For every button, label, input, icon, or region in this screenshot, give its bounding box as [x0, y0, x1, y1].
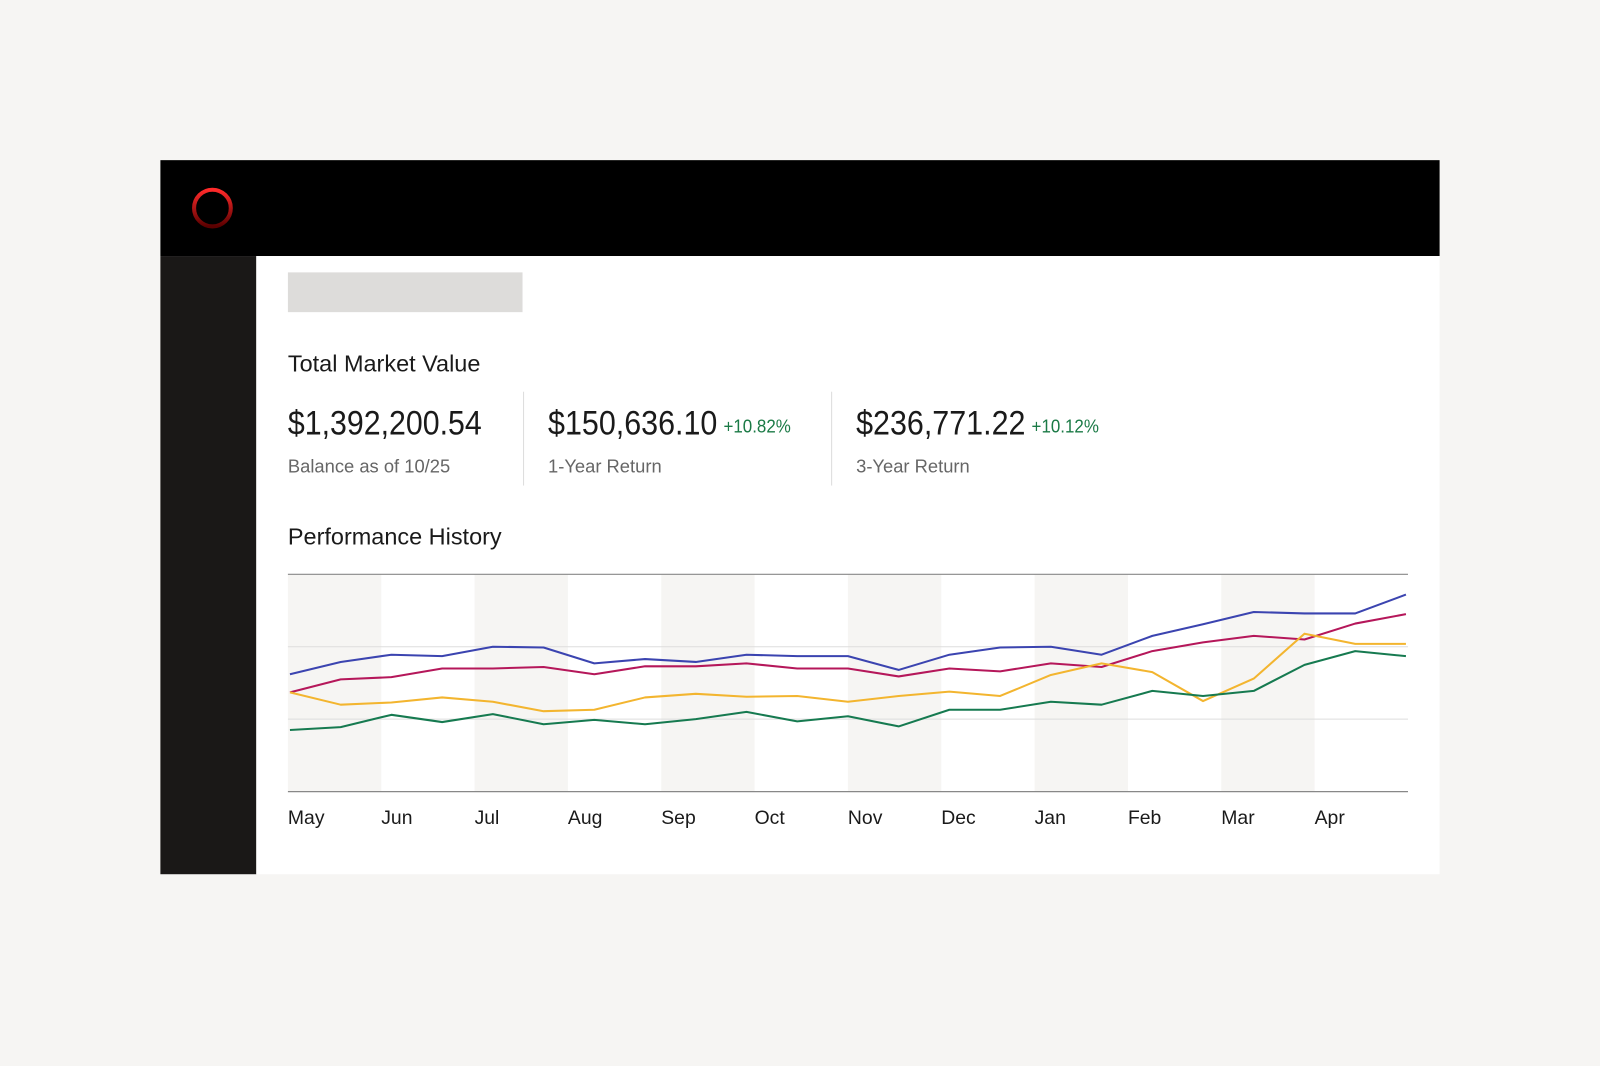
- x-tick-label: Jul: [475, 807, 500, 829]
- month-band: [661, 574, 755, 792]
- x-tick-label: Jan: [1035, 807, 1066, 829]
- month-band: [1034, 574, 1128, 792]
- x-tick-label: Mar: [1221, 807, 1255, 829]
- x-tick-label: Aug: [568, 807, 602, 829]
- x-tick-label: Apr: [1315, 807, 1346, 829]
- stat-change: +10.12%: [1032, 416, 1099, 437]
- chart-title: Performance History: [288, 524, 502, 550]
- side-nav: [160, 256, 257, 875]
- summary-title: Total Market Value: [288, 350, 480, 376]
- x-tick-label: Jun: [381, 807, 412, 829]
- stat-label: 3-Year Return: [856, 455, 970, 476]
- x-tick-label: Feb: [1128, 807, 1161, 829]
- stat-amount: $1,392,200.54: [288, 405, 482, 443]
- stat-amount: $236,771.22: [856, 405, 1025, 443]
- top-bar: [160, 160, 1440, 257]
- x-tick-label: May: [288, 807, 325, 829]
- series-line: [289, 650, 1407, 732]
- series-line: [289, 593, 1407, 676]
- x-tick-label: Oct: [755, 807, 786, 829]
- stat-label: 1-Year Return: [548, 455, 662, 476]
- month-band: [847, 574, 942, 792]
- stat-label: Balance as of 10/25: [288, 455, 450, 476]
- stat-amount: $150,636.10: [548, 405, 717, 443]
- x-tick-label: Dec: [941, 807, 976, 829]
- month-band: [287, 574, 382, 792]
- logo[interactable]: [192, 187, 233, 229]
- x-tick-label: Sep: [661, 807, 695, 829]
- x-tick-label: Nov: [848, 807, 883, 829]
- stat-change: +10.82%: [723, 416, 790, 437]
- month-band: [474, 574, 568, 792]
- placeholder-bar: [287, 272, 523, 313]
- series-line: [289, 613, 1407, 694]
